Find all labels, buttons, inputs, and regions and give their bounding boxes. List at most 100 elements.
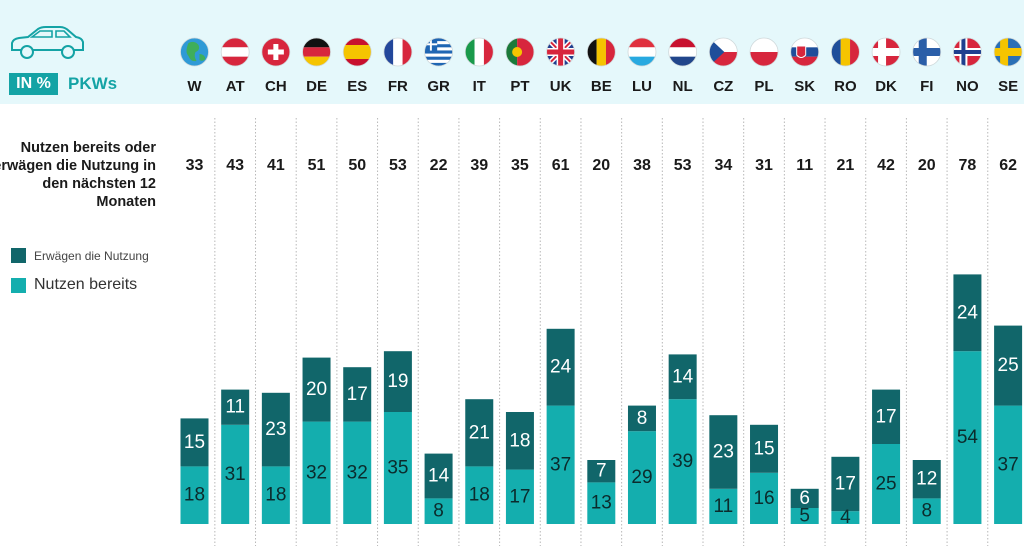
total-value: 39 <box>470 157 488 174</box>
total-value: 22 <box>430 157 448 174</box>
bar-using <box>912 498 941 524</box>
total-value: 38 <box>633 157 651 174</box>
country-code: ES <box>347 78 367 95</box>
bar-considering <box>343 367 372 422</box>
bar-considering <box>831 456 860 512</box>
bar-label-considering: 17 <box>875 406 896 427</box>
bar-considering <box>994 325 1023 406</box>
bar-considering <box>668 354 697 400</box>
bar-label-using: 54 <box>957 427 979 448</box>
total-value: 62 <box>999 157 1017 174</box>
bar-considering <box>505 412 534 470</box>
romania-flag-icon <box>830 37 860 67</box>
total-value: 42 <box>877 157 895 174</box>
bar-considering <box>261 392 290 467</box>
bar-label-considering: 11 <box>225 397 245 418</box>
legend-item-using: Nutzen bereits <box>11 276 137 294</box>
legend-swatch-using <box>11 277 26 293</box>
bar-label-considering: 21 <box>469 422 490 443</box>
bar-considering <box>750 424 779 473</box>
bar-label-considering: 19 <box>387 371 408 392</box>
bar-label-considering: 17 <box>347 384 368 405</box>
bar-using <box>465 466 494 524</box>
total-value: 20 <box>918 157 936 174</box>
bar-label-using: 8 <box>433 501 444 522</box>
country-code: W <box>187 78 202 95</box>
bar-label-using: 11 <box>713 496 733 517</box>
bar-label-using: 13 <box>591 493 612 514</box>
total-value: 11 <box>796 157 813 174</box>
bar-using <box>668 399 697 524</box>
bar-label-considering: 17 <box>835 474 856 495</box>
bar-label-using: 17 <box>509 486 530 507</box>
france-flag-icon <box>383 37 413 67</box>
country-code: BE <box>591 78 612 95</box>
bar-using <box>302 421 331 524</box>
poland-flag-icon <box>749 37 779 67</box>
country-code: SK <box>794 78 815 95</box>
bar-using <box>709 488 738 524</box>
total-value: 61 <box>552 157 570 174</box>
uk-flag-icon <box>546 37 576 67</box>
switzerland-flag-icon <box>261 37 291 67</box>
bar-considering <box>587 460 616 483</box>
bar-using <box>343 421 372 524</box>
legend-item-considering: Erwägen die Nutzung <box>11 248 149 263</box>
bar-considering <box>627 405 656 432</box>
bar-label-considering: 25 <box>998 355 1019 376</box>
country-code: IT <box>473 78 486 95</box>
norway-flag-icon <box>953 37 982 67</box>
bar-label-using: 5 <box>799 506 810 527</box>
bar-considering <box>546 328 575 406</box>
bar-label-considering: 14 <box>672 366 694 387</box>
bar-label-using: 18 <box>469 485 490 506</box>
total-value: 41 <box>267 157 285 174</box>
bar-using <box>872 444 901 524</box>
bar-using <box>953 351 982 524</box>
legend-label-considering: Erwägen die Nutzung <box>34 248 149 263</box>
legend-label-using: Nutzen bereits <box>34 276 138 293</box>
country-code: GR <box>427 78 450 95</box>
germany-flag-icon <box>302 37 331 67</box>
total-value: 33 <box>186 157 204 174</box>
total-value: 21 <box>836 157 854 174</box>
bar-label-using: 16 <box>753 488 774 509</box>
total-value: 53 <box>674 157 692 174</box>
bar-label-considering: 14 <box>428 466 450 487</box>
country-code: DE <box>306 78 327 95</box>
bar-label-considering: 18 <box>509 430 530 451</box>
country-code: PT <box>510 78 529 95</box>
bar-label-considering: 24 <box>957 302 979 323</box>
totals-row-label: Nutzen bereits oder erwägen die Nutzung … <box>0 139 156 211</box>
total-value: 78 <box>959 157 977 174</box>
total-value: 35 <box>511 157 529 174</box>
bar-label-considering: 7 <box>596 461 607 482</box>
country-code: FR <box>388 78 408 95</box>
country-code: DK <box>875 78 897 95</box>
slovakia-flag-icon <box>790 37 820 67</box>
bar-label-using: 4 <box>840 507 851 528</box>
belgium-flag-icon <box>586 37 616 67</box>
country-code: NL <box>673 78 693 95</box>
bar-considering <box>424 453 453 499</box>
portugal-flag-icon <box>505 37 535 67</box>
bar-label-using: 18 <box>265 485 286 506</box>
country-code: SE <box>998 78 1018 95</box>
bar-label-using: 35 <box>387 458 408 479</box>
bar-label-using: 32 <box>306 462 327 483</box>
bar-label-considering: 23 <box>713 442 734 463</box>
bar-considering <box>953 274 982 352</box>
bar-using <box>424 498 453 524</box>
bar-considering <box>180 418 209 467</box>
country-code: UK <box>550 78 572 95</box>
country-code: NO <box>956 78 979 95</box>
bar-using <box>383 412 412 524</box>
total-value: 20 <box>592 157 610 174</box>
bar-label-using: 37 <box>998 454 1019 475</box>
bar-label-considering: 24 <box>550 357 572 378</box>
unit-badge: IN % <box>9 73 58 95</box>
bar-using <box>994 405 1023 524</box>
sweden-flag-icon <box>993 37 1023 67</box>
bar-label-using: 37 <box>550 454 571 475</box>
